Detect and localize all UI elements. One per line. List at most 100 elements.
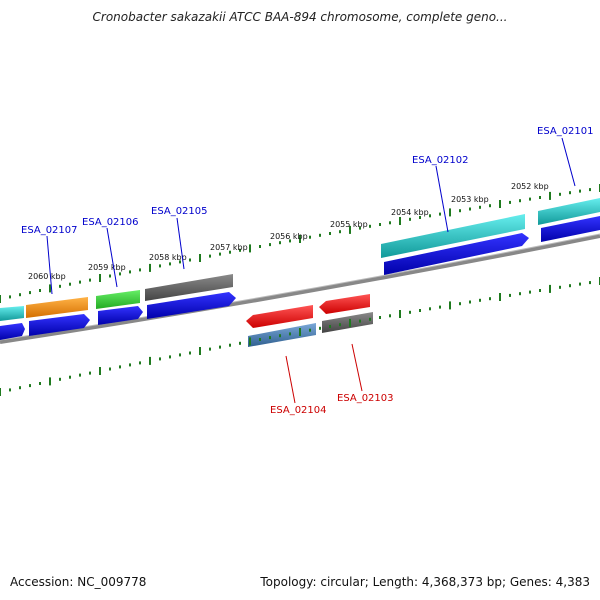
- major-tick: [449, 301, 451, 310]
- scale-labels: 2060 kbp 2059 kbp 2058 kbp 2057 kbp 2056…: [28, 182, 549, 281]
- leader-line: [285, 355, 296, 404]
- minor-tick: [229, 343, 231, 347]
- cds-arrow[interactable]: [0, 323, 25, 340]
- minor-tick: [559, 285, 561, 289]
- minor-tick: [229, 250, 231, 254]
- major-tick: [99, 367, 101, 375]
- genome-summary-text: Topology: circular; Length: 4,368,373 bp…: [260, 575, 590, 589]
- minor-tick: [329, 325, 331, 328]
- scale-label: 2054 kbp: [391, 208, 429, 217]
- minor-tick: [409, 310, 411, 314]
- minor-tick: [109, 274, 111, 278]
- genome-backbone: [0, 234, 600, 344]
- minor-tick: [119, 272, 121, 276]
- scale-ticks-upper: [0, 184, 600, 303]
- major-tick: [199, 347, 201, 355]
- major-tick: [199, 254, 201, 262]
- major-tick: [249, 244, 251, 253]
- gene-label[interactable]: ESA_02106: [82, 217, 139, 228]
- minor-tick: [259, 338, 261, 341]
- minor-tick: [129, 363, 131, 367]
- minor-tick: [369, 317, 371, 321]
- major-tick: [399, 310, 401, 318]
- label-leaders: [46, 137, 576, 404]
- minor-tick: [439, 305, 441, 309]
- gene-feature-cyan-02101[interactable]: [538, 198, 600, 225]
- scale-ticks-lower: [0, 277, 600, 396]
- cds-arrow[interactable]: [541, 216, 600, 242]
- minor-tick: [309, 235, 311, 239]
- major-tick: [99, 274, 101, 282]
- minor-tick: [159, 357, 161, 361]
- gene-feature-red-02104[interactable]: [246, 305, 313, 328]
- major-tick: [349, 225, 351, 234]
- gene-label[interactable]: ESA_02104: [270, 405, 327, 416]
- minor-tick: [239, 341, 241, 345]
- minor-tick: [179, 353, 181, 357]
- gene-feature-green[interactable]: [96, 290, 140, 309]
- minor-tick: [89, 371, 91, 375]
- gene-label[interactable]: ESA_02101: [537, 126, 594, 137]
- gene-feature-gray-reverse[interactable]: [322, 312, 373, 333]
- minor-tick: [379, 316, 381, 319]
- gene-label[interactable]: ESA_02105: [151, 206, 208, 217]
- cds-arrow[interactable]: [29, 314, 90, 336]
- cds-arrow[interactable]: [98, 306, 143, 325]
- minor-tick: [19, 386, 21, 390]
- gene-label[interactable]: ESA_02103: [337, 393, 394, 404]
- minor-tick: [389, 314, 391, 318]
- leader-line: [561, 137, 576, 187]
- minor-tick: [519, 199, 521, 203]
- major-tick: [449, 208, 451, 217]
- gene-labels: ESA_02107 ESA_02106 ESA_02105 ESA_02102 …: [21, 126, 594, 416]
- minor-tick: [129, 270, 131, 274]
- gene-feature-gray[interactable]: [145, 274, 233, 301]
- minor-tick: [209, 254, 211, 258]
- gene-feature-orange[interactable]: [26, 297, 88, 318]
- major-tick: [549, 191, 551, 200]
- minor-tick: [79, 373, 81, 377]
- minor-tick: [459, 209, 461, 213]
- leader-line: [46, 235, 53, 295]
- minor-tick: [539, 196, 541, 199]
- leader-line: [435, 165, 449, 233]
- major-tick: [349, 318, 351, 327]
- minor-tick: [359, 226, 361, 230]
- gene-feature-cyan-left[interactable]: [0, 306, 24, 321]
- scale-label: 2053 kbp: [451, 195, 489, 204]
- minor-tick: [379, 223, 381, 226]
- minor-tick: [479, 298, 481, 302]
- minor-tick: [529, 197, 531, 201]
- cds-arrow[interactable]: [147, 292, 236, 319]
- minor-tick: [529, 290, 531, 294]
- gene-label[interactable]: ESA_02102: [412, 155, 469, 166]
- leader-line: [106, 227, 118, 288]
- minor-tick: [409, 217, 411, 221]
- major-tick: [0, 388, 1, 396]
- gene-feature-cyan-02102[interactable]: [381, 214, 525, 258]
- minor-tick: [89, 278, 91, 282]
- minor-tick: [319, 233, 321, 237]
- major-tick: [499, 293, 501, 301]
- minor-tick: [239, 248, 241, 252]
- minor-tick: [289, 332, 291, 336]
- gene-feature-red-02103[interactable]: [319, 294, 370, 314]
- gene-label[interactable]: ESA_02107: [21, 225, 78, 236]
- minor-tick: [169, 355, 171, 359]
- minor-tick: [179, 260, 181, 264]
- minor-tick: [189, 258, 191, 262]
- minor-tick: [119, 365, 121, 369]
- minor-tick: [509, 293, 511, 297]
- minor-tick: [69, 375, 71, 379]
- major-tick: [499, 200, 501, 208]
- minor-tick: [339, 323, 341, 327]
- minor-tick: [29, 291, 31, 295]
- minor-tick: [579, 282, 581, 286]
- minor-tick: [59, 377, 61, 381]
- map-title: Cronobacter sakazakii ATCC BAA-894 chrom…: [92, 10, 508, 24]
- major-tick: [49, 377, 51, 386]
- cds-arrow[interactable]: [384, 233, 529, 275]
- minor-tick: [109, 367, 111, 371]
- minor-tick: [79, 280, 81, 284]
